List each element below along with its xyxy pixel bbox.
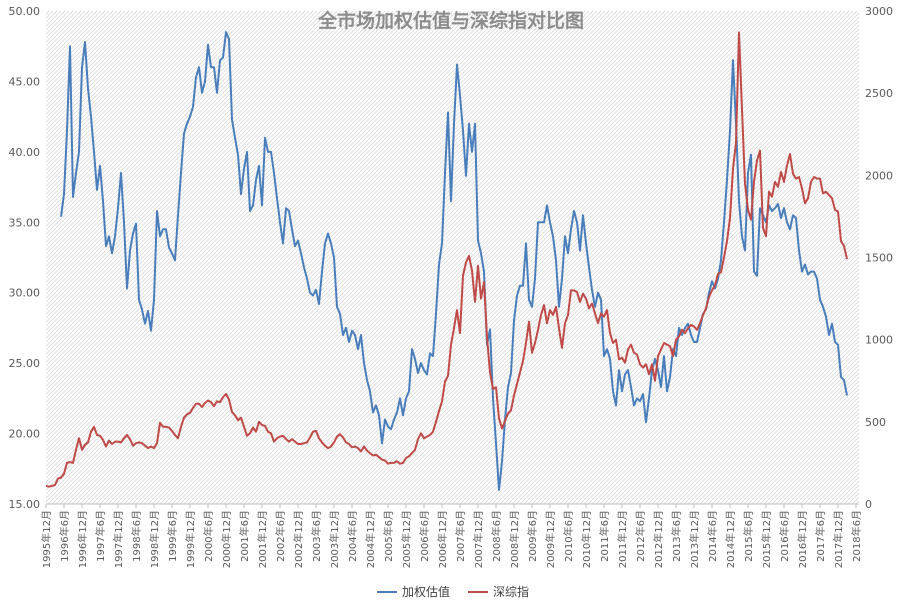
x-tick-label: 2001年12月 [256, 510, 269, 568]
right-y-tick-label: 2000 [865, 169, 893, 182]
left-y-tick-label: 15.00 [9, 498, 41, 511]
legend-label-szindex: 深综指 [493, 584, 529, 599]
x-tick-label: 2005年6月 [382, 510, 395, 562]
left-y-tick-label: 25.00 [9, 357, 41, 370]
x-tick-label: 1996年12月 [76, 510, 89, 568]
x-tick-label: 2005年12月 [400, 510, 413, 568]
right-y-tick-label: 0 [865, 498, 872, 511]
right-y-axis: 0 500 1000 1500 2000 2500 3000 [865, 5, 893, 511]
legend: 加权估值 深综指 [377, 584, 529, 599]
legend-label-valuation: 加权估值 [402, 584, 450, 599]
x-tick-label: 2017年12月 [832, 510, 845, 568]
left-y-tick-label: 20.00 [9, 428, 41, 441]
x-tick-label: 2008年12月 [508, 510, 521, 568]
x-tick-label: 2016年12月 [796, 510, 809, 568]
x-tick-label: 1998年6月 [130, 510, 143, 562]
x-tick-label: 2017年6月 [814, 510, 827, 562]
x-tick-label: 2003年12月 [328, 510, 341, 568]
x-tick-label: 2007年12月 [472, 510, 485, 568]
x-tick-label: 2010年12月 [580, 510, 593, 568]
x-tick-label: 1999年6月 [166, 510, 179, 562]
x-tick-label: 2015年6月 [742, 510, 755, 562]
right-y-tick-label: 1500 [865, 252, 893, 265]
left-y-tick-label: 30.00 [9, 287, 41, 300]
x-tick-label: 2009年6月 [526, 510, 539, 562]
x-axis: 1995年12月 1996年6月 1996年12月 1997年6月 1997年12月 19… [40, 503, 863, 568]
x-tick-label: 2000年6月 [202, 510, 215, 562]
x-tick-label: 1997年6月 [94, 510, 107, 562]
x-tick-label: 2013年12月 [688, 510, 701, 568]
x-tick-label: 2010年6月 [562, 510, 575, 562]
x-tick-label: 2004年12月 [364, 510, 377, 568]
x-tick-label: 2015年12月 [760, 510, 773, 568]
x-tick-label: 2018年6月 [850, 510, 863, 562]
x-tick-label: 1996年6月 [58, 510, 71, 562]
x-tick-label: 2011年6月 [598, 510, 611, 562]
right-y-tick-label: 2500 [865, 87, 893, 100]
x-tick-label: 2016年6月 [778, 510, 791, 562]
left-y-tick-label: 45.00 [9, 75, 41, 88]
x-tick-label: 2008年6月 [490, 510, 503, 562]
x-tick-label: 2007年6月 [454, 510, 467, 562]
x-tick-label: 1995年12月 [40, 510, 53, 568]
x-tick-label: 2001年6月 [238, 510, 251, 562]
left-y-tick-label: 50.00 [9, 5, 41, 18]
x-tick-label: 2012年6月 [634, 510, 647, 562]
x-tick-label: 2012年12月 [652, 510, 665, 568]
x-tick-label: 2002年12月 [292, 510, 305, 568]
x-tick-label: 2014年6月 [706, 510, 719, 562]
x-tick-label: 2013年6月 [670, 510, 683, 562]
x-tick-label: 2009年12月 [544, 510, 557, 568]
x-tick-label: 1999年12月 [184, 510, 197, 568]
x-tick-label: 1998年12月 [148, 510, 161, 568]
x-tick-label: 2004年6月 [346, 510, 359, 562]
x-tick-label: 2000年12月 [220, 510, 233, 568]
series-line-szindex [45, 31, 848, 488]
x-tick-label: 1997年12月 [112, 510, 125, 568]
right-y-tick-label: 3000 [865, 5, 893, 18]
x-tick-label: 2011年12月 [616, 510, 629, 568]
left-y-axis: 15.00 20.00 25.00 30.00 35.00 40.00 45.00 50.00 [9, 5, 41, 511]
x-tick-label: 2006年12月 [436, 510, 449, 568]
right-y-tick-label: 1000 [865, 334, 893, 347]
series-lines [45, 31, 848, 491]
x-tick-label: 2002年6月 [274, 510, 287, 562]
x-tick-label: 2014年12月 [724, 510, 737, 568]
right-y-tick-label: 500 [865, 416, 886, 429]
x-tick-label: 2003年6月 [310, 510, 323, 562]
left-y-tick-label: 35.00 [9, 216, 41, 229]
chart-title: 全市场加权估值与深综指对比图 [317, 9, 584, 32]
x-tick-label: 2006年6月 [418, 510, 431, 562]
left-y-tick-label: 40.00 [9, 146, 41, 159]
